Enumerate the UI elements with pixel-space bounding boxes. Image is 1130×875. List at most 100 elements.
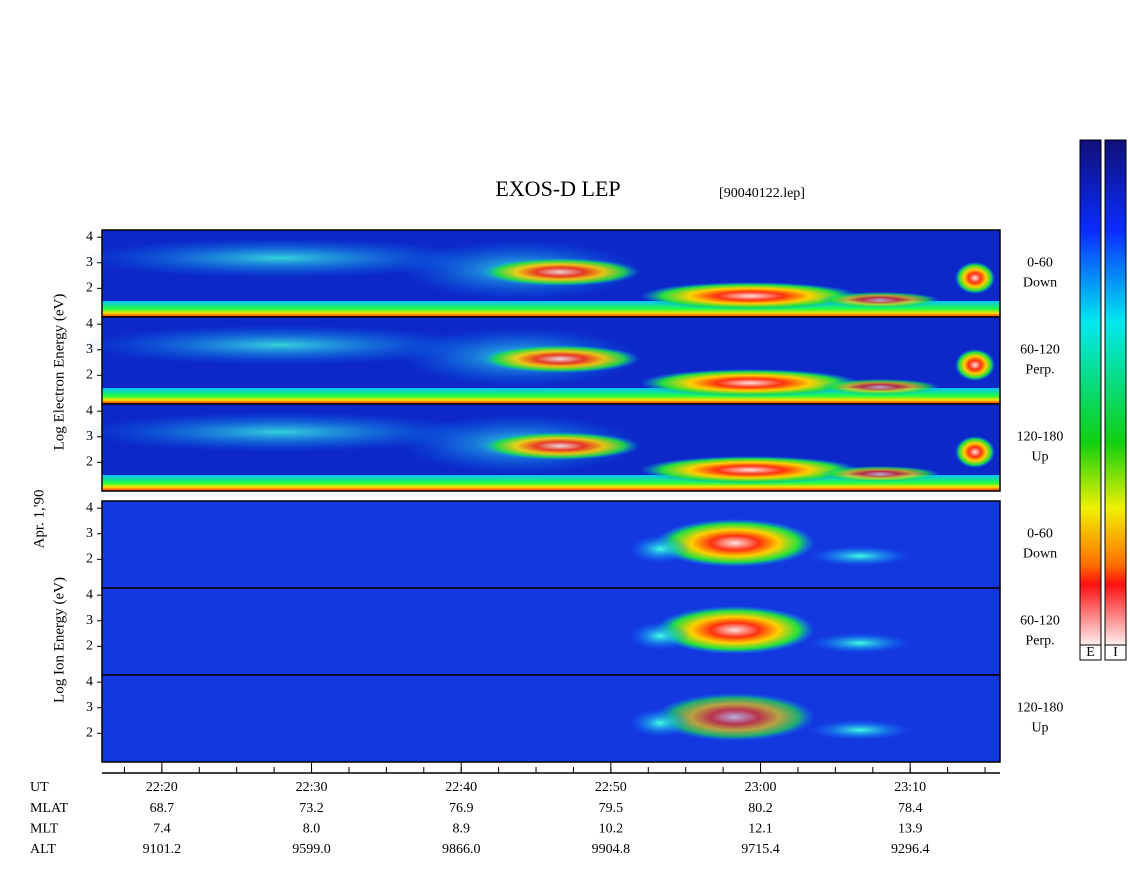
spectrogram-panel (101, 500, 1001, 589)
y-tick-label: 4 (86, 500, 93, 515)
ephemeris-value: 8.9 (452, 822, 470, 837)
cyan-haze (810, 720, 910, 740)
panel-background (102, 501, 1000, 588)
cyan-haze (80, 325, 480, 365)
cyan-haze (80, 412, 480, 452)
panels (80, 229, 1001, 763)
pitch-angle-label: 60-120 (1020, 614, 1060, 629)
y-tick-label: 3 (86, 255, 93, 270)
cyan-haze (810, 633, 910, 653)
spectrogram-panel (80, 403, 1001, 492)
file-name: [90040122.lep] (719, 186, 805, 201)
spectrogram-panel (101, 674, 1001, 763)
ephemeris-value: 8.0 (303, 822, 321, 837)
ephemeris-value: 7.4 (153, 822, 171, 837)
ephemeris-name: ALT (30, 842, 56, 857)
pitch-angle-label: 120-180 (1017, 430, 1064, 445)
y-tick-label: 3 (86, 342, 93, 357)
hot-band (820, 379, 940, 395)
color-bar-label-box (1079, 644, 1102, 661)
y-tick-label: 2 (86, 552, 93, 567)
y-tick-label: 4 (86, 403, 93, 418)
hot-band (820, 292, 940, 308)
direction-label: Down (1023, 547, 1057, 562)
ephemeris-value: 73.2 (299, 801, 324, 816)
cyan-haze (630, 709, 690, 737)
hot-band (655, 519, 815, 567)
x-tick-label: 22:50 (595, 780, 627, 795)
hot-band (655, 606, 815, 654)
x-tick-label: 22:30 (296, 780, 328, 795)
y-tick-label: 2 (86, 639, 93, 654)
y-tick-label: 2 (86, 726, 93, 741)
y-tick-label: 2 (86, 281, 93, 296)
y-tick-label: 4 (86, 587, 93, 602)
ephemeris-value: 9101.2 (143, 842, 182, 857)
color-bar-label: I (1113, 645, 1118, 660)
color-bar-label-box (1104, 644, 1127, 661)
y-tick-label: 4 (86, 674, 93, 689)
ephemeris-value: 10.2 (599, 822, 624, 837)
spectrogram-panel (101, 587, 1001, 676)
direction-label: Down (1023, 276, 1057, 291)
hot-band (820, 466, 940, 482)
panel-background (102, 588, 1000, 675)
y-axis-label: Log Electron Energy (eV) (51, 294, 67, 451)
hot-band (640, 369, 860, 397)
pitch-angle-label: 0-60 (1027, 527, 1053, 542)
ephemeris-value: 9599.0 (292, 842, 331, 857)
y-tick-label: 3 (86, 700, 93, 715)
cyan-haze (630, 535, 690, 563)
x-tick-label: 22:20 (146, 780, 178, 795)
hot-band (640, 456, 860, 484)
hot-band (480, 345, 640, 373)
ephemeris-value: 9904.8 (592, 842, 631, 857)
panel-frame (101, 674, 1001, 763)
pitch-angle-label: 60-120 (1020, 343, 1060, 358)
y-tick-label: 3 (86, 526, 93, 541)
ephemeris-value: 12.1 (748, 822, 773, 837)
y-tick-label: 2 (86, 455, 93, 470)
x-tick-label: 23:00 (745, 780, 777, 795)
hot-band (480, 258, 640, 286)
ephemeris-name: MLAT (30, 801, 69, 816)
direction-label: Perp. (1025, 363, 1054, 378)
chart-title: EXOS-D LEP (495, 176, 620, 201)
x-axis-label: UT (30, 780, 49, 795)
color-bar (1079, 139, 1102, 646)
cyan-haze (80, 238, 480, 278)
direction-label: Up (1031, 721, 1048, 736)
hot-band (955, 349, 995, 381)
hot-band (955, 262, 995, 294)
hot-band (480, 432, 640, 460)
y-tick-label: 3 (86, 429, 93, 444)
spectrogram-panel (80, 229, 1001, 318)
ephemeris-name: MLT (30, 822, 59, 837)
pitch-angle-label: 0-60 (1027, 256, 1053, 271)
color-bar-label: E (1086, 645, 1095, 660)
cyan-haze (630, 622, 690, 650)
y-tick-label: 4 (86, 316, 93, 331)
y-tick-label: 3 (86, 613, 93, 628)
y-axis-label: Log Ion Energy (eV) (51, 577, 67, 703)
hot-band (655, 693, 815, 741)
hot-band (640, 282, 860, 310)
hot-band (955, 436, 995, 468)
date-label: Apr. 1,'90 (31, 490, 47, 549)
panel-frame (101, 403, 1001, 492)
x-tick-label: 22:40 (445, 780, 477, 795)
color-bar (1104, 139, 1127, 646)
y-tick-label: 4 (86, 229, 93, 244)
direction-label: Up (1031, 450, 1048, 465)
ephemeris-value: 9866.0 (442, 842, 481, 857)
ephemeris-value: 68.7 (150, 801, 175, 816)
ephemeris-value: 79.5 (599, 801, 624, 816)
ephemeris-value: 76.9 (449, 801, 474, 816)
ephemeris-value: 13.9 (898, 822, 923, 837)
x-tick-label: 23:10 (894, 780, 926, 795)
ephemeris-value: 78.4 (898, 801, 923, 816)
ephemeris-value: 9715.4 (741, 842, 780, 857)
pitch-angle-label: 120-180 (1017, 701, 1064, 716)
cyan-haze (810, 546, 910, 566)
